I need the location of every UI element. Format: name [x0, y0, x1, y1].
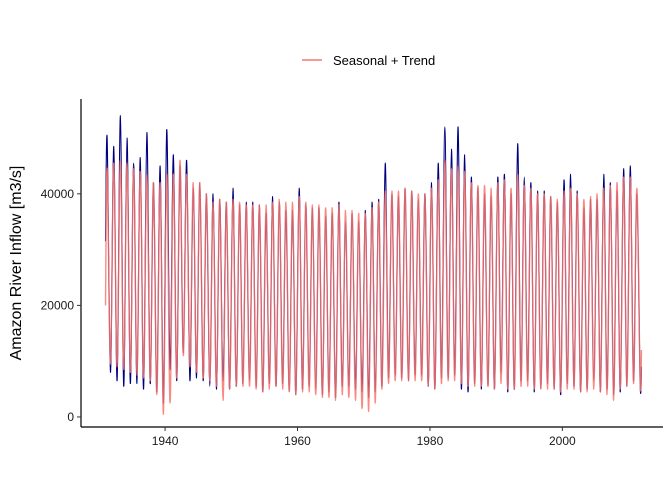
x-tick-label: 1960 — [284, 434, 311, 448]
y-tick-label: 0 — [67, 410, 74, 424]
x-tick-label: 1940 — [152, 434, 179, 448]
x-tick-label: 1980 — [417, 434, 444, 448]
seasonal-trend-series-line — [104, 159, 643, 415]
plot-area — [104, 115, 643, 415]
x-tick-label: 2000 — [549, 434, 576, 448]
legend-label-seasonal-trend: Seasonal + Trend — [333, 53, 435, 68]
y-tick-label: 20000 — [41, 298, 75, 312]
legend: Seasonal + Trend — [302, 53, 435, 68]
y-tick-label: 40000 — [41, 187, 75, 201]
x-axis-ticks: 1940 1960 1980 2000 — [152, 427, 576, 448]
y-axis-ticks: 0 20000 40000 — [41, 187, 81, 424]
y-axis-title: Amazon River Inflow [m3/s] — [8, 166, 25, 361]
